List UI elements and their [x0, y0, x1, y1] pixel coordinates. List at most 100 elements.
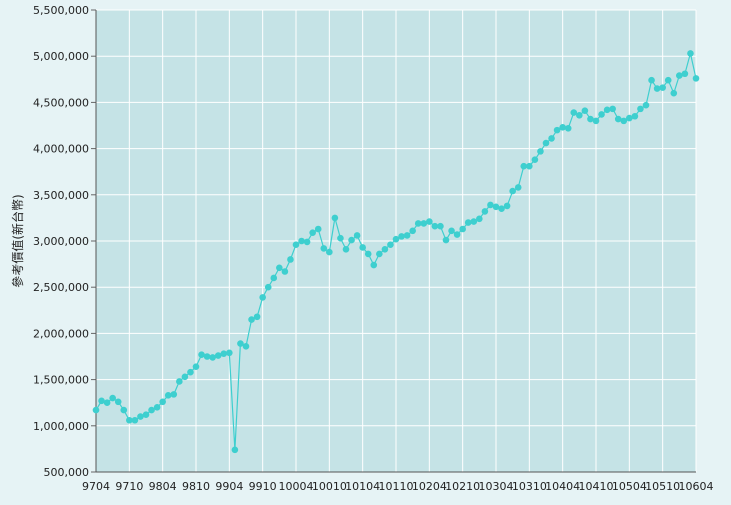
data-point[interactable] — [559, 124, 566, 131]
data-point[interactable] — [414, 220, 422, 227]
data-point[interactable] — [420, 220, 428, 227]
data-point[interactable] — [92, 406, 100, 414]
data-point[interactable] — [314, 225, 322, 233]
data-point[interactable] — [553, 126, 561, 134]
data-point[interactable] — [692, 75, 700, 82]
data-point[interactable] — [509, 187, 516, 195]
data-point[interactable] — [581, 107, 589, 115]
data-point[interactable] — [259, 294, 266, 301]
data-point[interactable] — [226, 349, 233, 357]
data-point[interactable] — [537, 148, 544, 155]
data-point[interactable] — [220, 350, 228, 358]
data-point[interactable] — [187, 368, 194, 376]
data-point[interactable] — [448, 227, 455, 235]
data-point[interactable] — [403, 232, 411, 239]
data-point[interactable] — [520, 162, 528, 170]
data-point[interactable] — [687, 50, 694, 57]
data-point[interactable] — [164, 392, 172, 399]
data-point[interactable] — [264, 283, 272, 291]
data-point[interactable] — [214, 352, 222, 359]
data-point[interactable] — [120, 406, 128, 414]
data-point[interactable] — [342, 246, 350, 253]
data-point[interactable] — [270, 274, 278, 282]
data-point[interactable] — [353, 232, 361, 239]
data-point[interactable] — [320, 245, 328, 252]
data-point[interactable] — [192, 363, 200, 370]
data-point[interactable] — [676, 72, 683, 79]
data-point[interactable] — [570, 109, 578, 116]
data-point[interactable] — [359, 244, 366, 251]
data-point[interactable] — [176, 378, 183, 385]
data-point[interactable] — [442, 236, 450, 244]
data-point[interactable] — [331, 214, 339, 222]
data-point[interactable] — [620, 117, 628, 125]
data-point[interactable] — [631, 112, 639, 120]
data-point[interactable] — [159, 398, 166, 406]
data-point[interactable] — [209, 354, 216, 361]
data-point[interactable] — [398, 233, 405, 240]
data-point[interactable] — [281, 268, 289, 275]
data-point[interactable] — [459, 225, 466, 233]
data-point[interactable] — [114, 398, 122, 406]
data-point[interactable] — [326, 248, 333, 256]
data-point[interactable] — [481, 208, 489, 215]
data-point[interactable] — [381, 246, 389, 253]
data-point[interactable] — [181, 373, 189, 381]
data-point[interactable] — [231, 446, 239, 454]
data-point[interactable] — [637, 105, 644, 113]
data-point[interactable] — [498, 205, 505, 212]
data-point[interactable] — [576, 112, 583, 119]
data-point[interactable] — [248, 316, 255, 323]
data-point[interactable] — [542, 139, 550, 147]
data-point[interactable] — [609, 105, 616, 113]
data-point[interactable] — [253, 313, 261, 321]
data-point[interactable] — [431, 222, 439, 230]
data-point[interactable] — [142, 411, 150, 419]
data-point[interactable] — [476, 215, 483, 223]
data-point[interactable] — [309, 229, 316, 236]
data-point[interactable] — [614, 115, 622, 123]
data-point[interactable] — [642, 101, 650, 109]
data-point[interactable] — [648, 76, 655, 84]
data-point[interactable] — [98, 397, 105, 405]
data-point[interactable] — [531, 156, 539, 163]
data-point[interactable] — [287, 256, 294, 263]
data-point[interactable] — [664, 76, 672, 84]
data-point[interactable] — [492, 203, 500, 211]
data-point[interactable] — [681, 70, 689, 78]
data-point[interactable] — [564, 124, 572, 132]
data-point[interactable] — [237, 340, 244, 347]
data-point[interactable] — [409, 227, 416, 235]
data-point[interactable] — [126, 416, 133, 424]
data-point[interactable] — [653, 85, 661, 92]
data-point[interactable] — [470, 218, 478, 225]
data-point[interactable] — [103, 399, 111, 407]
data-point[interactable] — [670, 89, 678, 97]
data-point[interactable] — [131, 416, 139, 424]
data-point[interactable] — [170, 391, 178, 398]
data-point[interactable] — [337, 234, 344, 242]
data-point[interactable] — [392, 235, 400, 243]
data-point[interactable] — [203, 353, 211, 360]
data-point[interactable] — [370, 261, 378, 269]
data-point[interactable] — [348, 236, 355, 244]
data-point[interactable] — [303, 238, 311, 246]
data-point[interactable] — [626, 114, 633, 122]
data-point[interactable] — [137, 413, 144, 420]
data-point[interactable] — [592, 117, 600, 125]
data-point[interactable] — [503, 202, 511, 210]
data-point[interactable] — [109, 394, 116, 402]
data-point[interactable] — [453, 231, 461, 238]
data-point[interactable] — [514, 184, 522, 191]
data-point[interactable] — [376, 250, 383, 258]
data-point[interactable] — [148, 406, 155, 414]
data-point[interactable] — [198, 351, 205, 358]
data-point[interactable] — [548, 135, 555, 142]
data-point[interactable] — [437, 222, 444, 230]
data-point[interactable] — [603, 106, 611, 114]
data-point[interactable] — [242, 343, 250, 350]
data-point[interactable] — [464, 219, 472, 226]
data-point[interactable] — [387, 241, 394, 248]
data-point[interactable] — [587, 115, 594, 123]
data-point[interactable] — [487, 201, 494, 209]
